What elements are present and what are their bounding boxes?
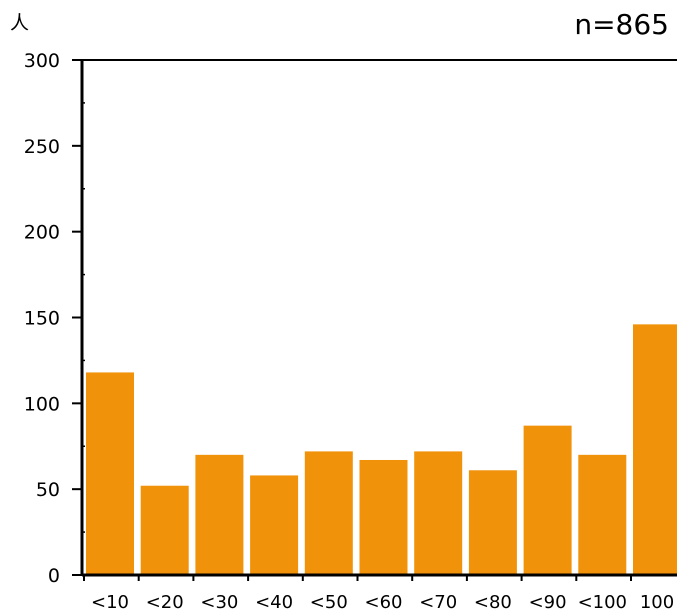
x-tick-label: <90 bbox=[529, 592, 567, 613]
bar-7 bbox=[414, 451, 463, 575]
y-tick-label: 100 bbox=[24, 393, 60, 415]
x-tick-label: <70 bbox=[419, 592, 457, 613]
bar-5 bbox=[304, 451, 353, 575]
x-tick-label: <20 bbox=[146, 592, 184, 613]
x-tick-label: <80 bbox=[474, 592, 512, 613]
bar-6 bbox=[359, 459, 408, 575]
y-tick-label: 200 bbox=[24, 222, 60, 244]
x-tick-label: 100 bbox=[640, 592, 674, 613]
bar-3 bbox=[195, 454, 244, 575]
x-tick-label: <60 bbox=[365, 592, 403, 613]
bar-9 bbox=[523, 425, 572, 575]
bar-8 bbox=[468, 470, 517, 575]
bar-10 bbox=[578, 454, 627, 575]
y-tick-label: 150 bbox=[24, 308, 60, 330]
y-tick-label: 250 bbox=[24, 136, 60, 158]
bar-4 bbox=[250, 475, 299, 575]
y-tick-label: 0 bbox=[48, 565, 60, 587]
x-tick-label: <50 bbox=[310, 592, 348, 613]
bar-2 bbox=[140, 485, 189, 575]
x-tick-label: <40 bbox=[255, 592, 293, 613]
y-unit-label: 人 bbox=[10, 12, 30, 34]
x-tick-label: <10 bbox=[91, 592, 129, 613]
y-tick-label: 50 bbox=[36, 479, 60, 501]
bar-11 bbox=[633, 324, 677, 575]
sample-size-label: n=865 bbox=[574, 8, 669, 41]
y-tick-label: 300 bbox=[24, 50, 60, 72]
bar-1 bbox=[86, 372, 134, 575]
x-tick-label: <100 bbox=[578, 592, 627, 613]
x-tick-label: <30 bbox=[200, 592, 238, 613]
